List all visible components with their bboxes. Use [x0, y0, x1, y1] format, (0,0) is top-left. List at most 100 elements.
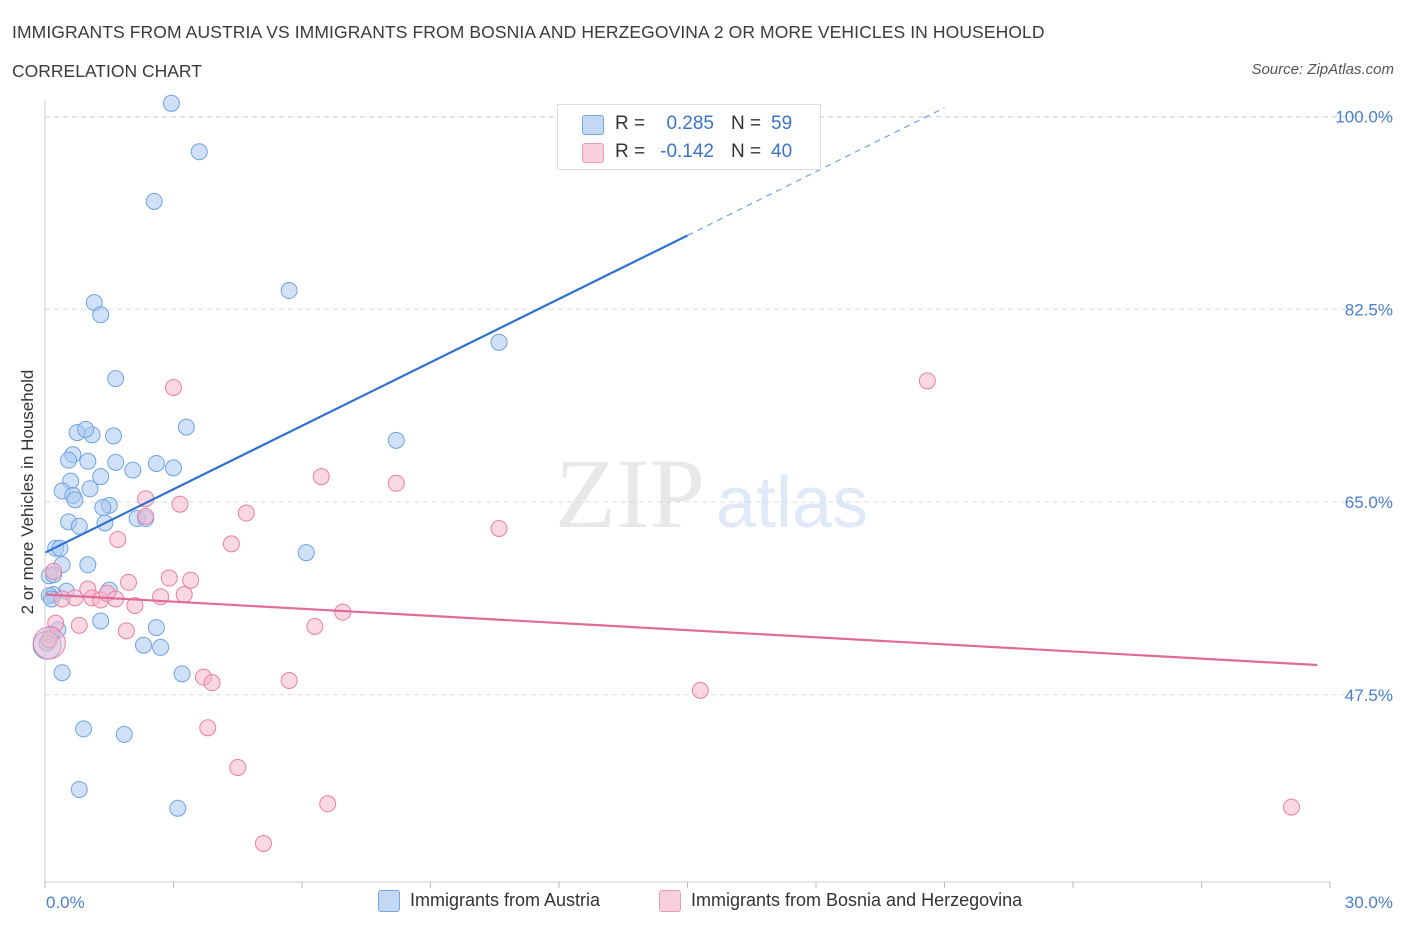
legend-swatch-austria [582, 115, 604, 135]
bosnia-point [160, 569, 178, 587]
chart-title: IMMIGRANTS FROM AUSTRIA VS IMMIGRANTS FR… [12, 22, 1045, 42]
axis-layer: 100.0% 82.5% 65.0% 47.5% 0.0% 30.0% [44, 100, 1393, 912]
austria-point [92, 612, 110, 630]
bosnia-point [222, 535, 240, 553]
austria-point [177, 418, 195, 436]
austria-point [94, 499, 112, 517]
y-tick-label: 47.5% [1345, 686, 1393, 705]
bosnia-point [66, 589, 84, 607]
austria-point [173, 665, 191, 683]
bosnia-point [306, 617, 324, 635]
bosnia-point [137, 490, 155, 508]
austria-point [66, 491, 84, 509]
legend-n-label: N = [731, 141, 762, 162]
bosnia-point [175, 586, 193, 604]
austria-point [135, 636, 153, 654]
austria-point [53, 664, 71, 682]
legend-swatch-bosnia [582, 143, 604, 163]
bosnia-point [32, 626, 66, 660]
y-tick-label: 100.0% [1335, 108, 1393, 127]
austria-point [92, 306, 110, 324]
bosnia-trend-line [44, 593, 1318, 667]
austria-point [107, 370, 125, 388]
trend-layer [44, 107, 1318, 667]
austria-point [190, 143, 208, 161]
bosnia-point [918, 372, 936, 390]
bosnia-point [229, 758, 247, 776]
bosnia-point [1282, 798, 1300, 816]
legend-n-value: 59 [771, 113, 793, 134]
austria-point [490, 333, 508, 351]
austria-point [165, 459, 182, 477]
bosnia-point [280, 671, 298, 689]
austria-trend-line [44, 234, 688, 554]
austria-point [162, 94, 180, 112]
austria-point [81, 480, 99, 498]
bosnia-point [490, 519, 508, 537]
austria-point [124, 461, 142, 479]
austria-point [75, 720, 93, 738]
austria-point [387, 431, 405, 449]
bosnia-point [165, 378, 182, 396]
bosnia-point [237, 504, 255, 522]
y-tick-label: 65.0% [1345, 493, 1393, 512]
austria-point [169, 799, 187, 817]
watermark-atlas: atlas [716, 463, 868, 543]
bosnia-point [387, 474, 405, 492]
source-credit: Source: ZipAtlas.com [1251, 61, 1394, 78]
austria-point [92, 468, 110, 486]
austria-point [70, 780, 88, 798]
bosnia-point [254, 834, 272, 852]
correlation-legend: R = 0.285 N = 59 R = -0.142 N = 40 [557, 104, 821, 170]
legend-swatch-bosnia [659, 890, 681, 912]
legend-r-value: 0.285 [666, 113, 714, 134]
bosnia-point [199, 719, 217, 737]
bosnia-point [120, 573, 138, 591]
austria-point [152, 638, 170, 656]
austria-point [145, 192, 163, 210]
austria-point [115, 725, 133, 743]
y-axis-label: 2 or more Vehicles in Household [18, 370, 37, 615]
legend-label-bosnia: Immigrants from Bosnia and Herzegovina [691, 890, 1023, 910]
bosnia-point [171, 495, 189, 513]
legend-row-austria: R = 0.285 N = 59 [558, 110, 820, 138]
legend-swatch-austria [378, 890, 400, 912]
bosnia-point [117, 622, 135, 640]
austria-point [77, 420, 95, 438]
series-legend: Immigrants from Austria Immigrants from … [0, 888, 1406, 918]
austria-point [105, 427, 123, 445]
bosnia-point [182, 571, 200, 589]
x-tick-label: 0.0% [46, 893, 85, 912]
bosnia-point [126, 597, 144, 615]
bosnia-point [312, 468, 330, 486]
austria-point [79, 556, 97, 574]
austria-point [107, 453, 125, 471]
watermark-zip: ZIP [555, 438, 705, 549]
bosnia-point [203, 674, 221, 692]
austria-point [60, 451, 78, 469]
x-tick-label: 30.0% [1345, 893, 1393, 912]
austria-point [280, 282, 298, 300]
bosnia-point [319, 795, 337, 813]
legend-n-label: N = [731, 113, 762, 134]
bosnia-point [45, 562, 63, 580]
austria-points [32, 94, 508, 817]
points-layer [32, 94, 1300, 852]
y-tick-label: 82.5% [1345, 300, 1393, 319]
bosnia-points [32, 372, 1300, 852]
bosnia-point [691, 681, 709, 699]
austria-point [147, 619, 165, 637]
legend-label-austria: Immigrants from Austria [410, 890, 601, 910]
austria-trend-extension [687, 107, 945, 237]
bosnia-point [70, 616, 88, 634]
austria-point [147, 454, 165, 472]
legend-r-label: R = [615, 141, 646, 162]
legend-r-label: R = [615, 113, 646, 134]
bosnia-point [137, 507, 155, 525]
legend-row-bosnia: R = -0.142 N = 40 [558, 138, 820, 166]
legend-r-value: -0.142 [660, 141, 714, 162]
austria-point [297, 544, 315, 562]
chart-subtitle: CORRELATION CHART [12, 61, 202, 81]
austria-point [70, 517, 88, 535]
